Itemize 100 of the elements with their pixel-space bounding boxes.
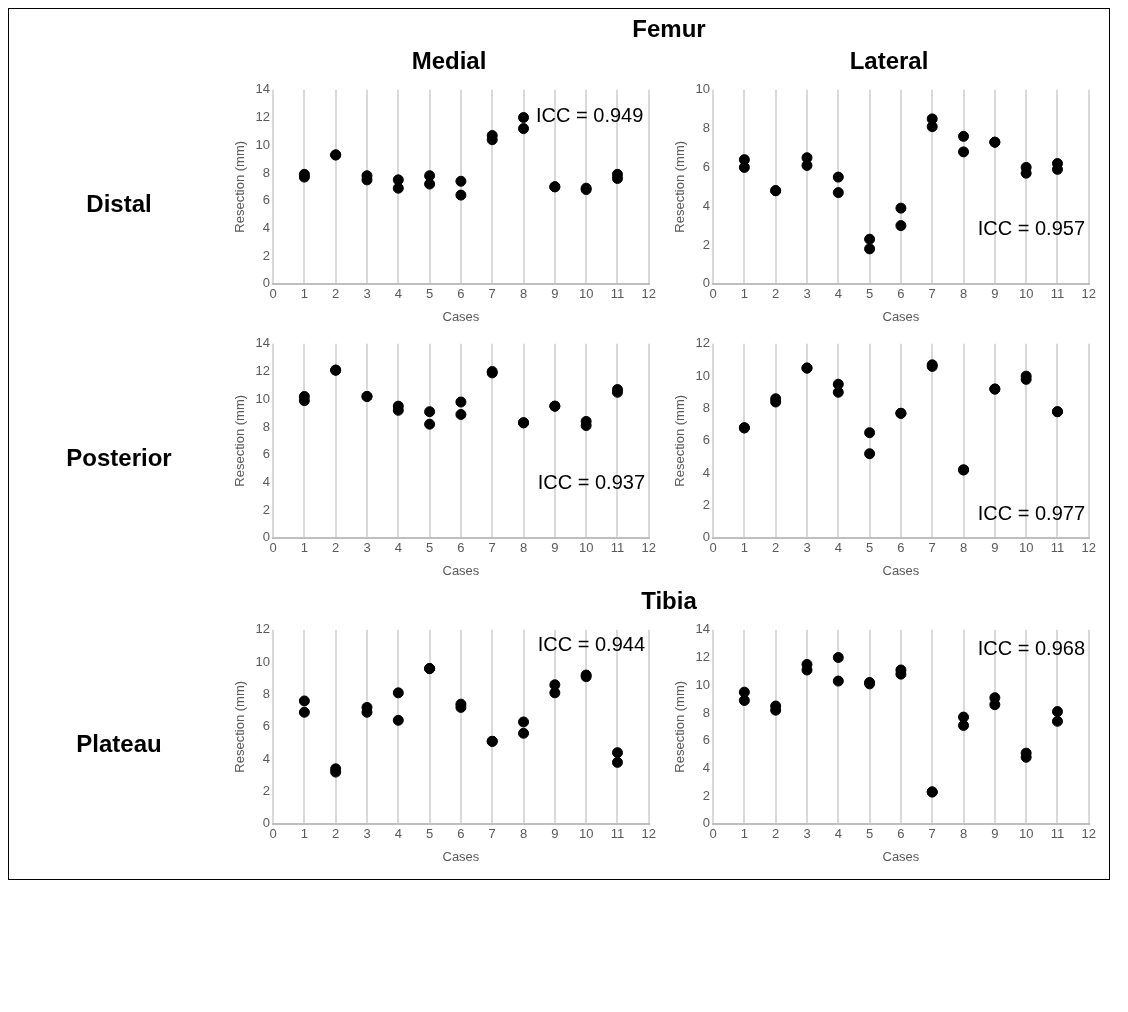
x-tick-label: 3 [363, 826, 371, 842]
x-tick-label: 10 [1018, 826, 1034, 842]
annotation: ICC = 0.949 [536, 104, 644, 127]
x-tick-label: 10 [1018, 286, 1034, 302]
x-tick-label: 6 [457, 286, 465, 302]
y-axis-title: Resection (mm) [232, 140, 248, 233]
text: Femur [631, 15, 707, 43]
x-tick-label: 7 [928, 286, 936, 302]
x-tick-label: 10 [578, 540, 594, 556]
y-tick-label: 4 [262, 750, 271, 766]
y-tick-label: 8 [262, 686, 271, 702]
x-tick-label: 4 [394, 286, 402, 302]
x-axis-title: Cases [442, 562, 480, 578]
y-tick-label: 4 [702, 759, 711, 775]
x-tick-label: 6 [457, 826, 465, 842]
y-axis-title: Resection (mm) [672, 680, 688, 773]
x-tick-label: 8 [959, 286, 968, 302]
x-axis-title: Cases [882, 308, 920, 324]
y-tick-label: 6 [702, 732, 711, 748]
x-tick-label: 10 [578, 286, 594, 302]
y-tick-label: 6 [262, 192, 271, 208]
x-tick-label: 3 [803, 826, 811, 842]
x-tick-label: 7 [488, 826, 496, 842]
y-tick-label: 4 [262, 473, 271, 489]
y-tick-label: 4 [702, 464, 711, 480]
y-tick-label: 10 [695, 81, 711, 97]
x-tick-label: 6 [457, 540, 465, 556]
x-tick-label: 5 [425, 540, 434, 556]
x-tick-label: 1 [740, 286, 748, 302]
x-tick-label: 2 [772, 540, 780, 556]
x-tick-label: 9 [991, 826, 999, 842]
text: Distal [85, 189, 153, 219]
x-tick-label: 8 [519, 286, 528, 302]
text: Plateau [75, 729, 163, 759]
x-tick-label: 9 [991, 540, 999, 556]
x-tick-label: 1 [740, 826, 748, 842]
x-tick-label: 6 [897, 826, 905, 842]
y-tick-label: 14 [255, 81, 271, 97]
x-tick-label: 4 [394, 826, 402, 842]
x-tick-label: 12 [1081, 540, 1096, 556]
x-tick-label: 4 [834, 826, 842, 842]
y-tick-label: 14 [695, 621, 711, 637]
x-tick-label: 5 [865, 286, 874, 302]
x-tick-label: 4 [834, 540, 842, 556]
y-axis-title: Resection (mm) [672, 140, 688, 233]
x-tick-label: 1 [300, 540, 308, 556]
y-tick-label: 2 [262, 247, 271, 263]
y-tick-label: 2 [702, 236, 711, 252]
x-tick-label: 12 [1081, 826, 1096, 842]
y-tick-label: 8 [262, 164, 271, 180]
y-tick-label: 2 [702, 497, 711, 513]
y-tick-label: 8 [262, 418, 271, 434]
y-tick-label: 0 [262, 529, 271, 545]
x-tick-label: 12 [641, 826, 656, 842]
y-tick-label: 4 [262, 219, 271, 235]
y-tick-label: 10 [255, 390, 271, 406]
annotation: ICC = 0.937 [537, 471, 646, 493]
x-tick-label: 6 [897, 540, 905, 556]
y-tick-label: 8 [702, 400, 711, 416]
y-tick-label: 12 [255, 621, 271, 637]
y-tick-label: 6 [262, 718, 271, 734]
x-tick-label: 4 [394, 540, 402, 556]
x-tick-label: 3 [363, 286, 371, 302]
x-tick-label: 11 [1050, 286, 1065, 302]
x-tick-label: 12 [641, 286, 656, 302]
x-tick-label: 3 [803, 286, 811, 302]
y-tick-label: 12 [695, 649, 711, 665]
text: Posterior [65, 443, 173, 473]
y-tick-label: 0 [262, 275, 271, 291]
y-tick-label: 6 [262, 446, 271, 462]
y-axis-title: Resection (mm) [232, 680, 248, 773]
x-tick-label: 2 [772, 286, 780, 302]
annotation: ICC = 0.977 [977, 502, 1086, 525]
x-tick-label: 8 [519, 540, 528, 556]
x-tick-label: 8 [959, 826, 968, 842]
x-tick-label: 7 [928, 826, 936, 842]
x-tick-label: 1 [740, 540, 748, 556]
x-tick-label: 9 [551, 540, 559, 556]
x-tick-label: 8 [959, 540, 968, 556]
x-tick-label: 10 [578, 826, 594, 842]
x-tick-label: 4 [834, 286, 842, 302]
y-tick-label: 10 [695, 676, 711, 692]
x-tick-label: 11 [1050, 540, 1065, 556]
x-tick-label: 9 [551, 286, 559, 302]
x-tick-label: 1 [300, 826, 308, 842]
x-axis-title: Cases [882, 848, 920, 864]
x-tick-label: 5 [425, 826, 434, 842]
x-tick-label: 5 [425, 286, 434, 302]
y-tick-label: 10 [255, 653, 271, 669]
x-axis-title: Cases [442, 848, 480, 864]
y-tick-label: 0 [702, 815, 711, 831]
x-tick-label: 11 [610, 826, 625, 842]
x-tick-label: 3 [803, 540, 811, 556]
y-tick-label: 6 [702, 432, 711, 448]
x-tick-label: 5 [865, 826, 874, 842]
x-axis-title: Cases [442, 308, 480, 324]
chart-title: Medial [410, 47, 488, 75]
x-tick-label: 11 [610, 540, 625, 556]
x-tick-label: 11 [1050, 826, 1065, 842]
y-tick-label: 2 [262, 501, 271, 517]
